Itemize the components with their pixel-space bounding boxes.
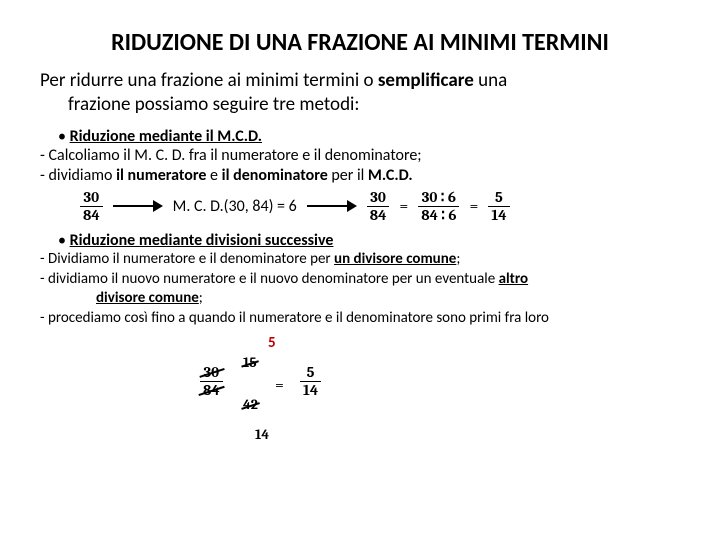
struck-42: 42	[243, 396, 258, 413]
method2-line1: - Dividiamo il numeratore e il denominat…	[40, 250, 680, 270]
equals: =	[469, 197, 478, 215]
m2l1a: - Dividiamo il numeratore e il denominat…	[40, 250, 334, 268]
method2-line3: - procediamo così fino a quando il numer…	[40, 309, 680, 329]
method1-heading: • Riduzione mediante il M.C.D.	[40, 127, 680, 146]
method2-heading: • Riduzione mediante divisioni successiv…	[40, 231, 680, 250]
intro-part2: una	[474, 69, 507, 92]
frac2-den: 84 ∶ 6	[418, 206, 459, 224]
frac1-num: 30	[81, 189, 103, 206]
mcd-text: M. C. D.(30, 84) = 6	[173, 197, 297, 216]
method2-title: Riduzione mediante divisioni successive	[70, 231, 334, 250]
m1l2a: - dividiamo	[40, 166, 116, 185]
method1-line1: - Calcoliamo il M. C. D. fra il numerato…	[40, 146, 680, 167]
red-five: 5	[268, 334, 276, 352]
method1-line2: - dividiamo il numeratore e il denominat…	[40, 166, 680, 187]
bullet-icon: •	[58, 231, 70, 250]
method1-title: Riduzione mediante il M.C.D.	[70, 127, 262, 146]
method2-line2: - dividiamo il nuovo numeratore e il nuo…	[40, 270, 680, 290]
m1l2f: M.C.D.	[368, 166, 413, 185]
fraction-right: 5 14	[300, 364, 321, 398]
m2l2c: divisore comune	[96, 289, 199, 307]
equals: =	[399, 197, 408, 215]
frac1b-den: 84	[367, 206, 390, 224]
m2l1c: ;	[456, 250, 460, 268]
method2-math: 5 15 30 84 42 14 = 5 14	[40, 334, 680, 454]
fraction-1: 30 84	[80, 189, 103, 223]
m2l2d: ;	[199, 289, 203, 307]
m1l2d: il denominatore	[222, 166, 328, 185]
fracR-num: 5	[304, 364, 318, 381]
fraction-2: 30 ∶ 6 84 ∶ 6	[418, 189, 459, 223]
page-title: RIDUZIONE DI UNA FRAZIONE AI MINIMI TERM…	[40, 28, 680, 57]
equals: =	[275, 376, 284, 394]
fracR-den: 14	[300, 381, 321, 399]
intro-bold: semplificare	[378, 69, 474, 92]
m1l2e: per il	[328, 166, 368, 185]
arrow-icon	[113, 201, 163, 211]
struck-30: 30	[201, 364, 223, 381]
fraction-1b: 30 84	[367, 189, 390, 223]
frac1b-num: 30	[367, 189, 389, 206]
bullet-icon: •	[58, 127, 70, 146]
m2l2b: altro	[499, 270, 529, 288]
frac2-num: 30 ∶ 6	[419, 189, 459, 206]
struck-84: 84	[200, 381, 223, 399]
intro-text: Per ridurre una frazione ai minimi termi…	[40, 69, 680, 117]
struck-15: 15	[243, 354, 257, 371]
method2-line2b: divisore comune;	[40, 289, 680, 309]
m2l2a: - dividiamo il nuovo numeratore e il nuo…	[40, 270, 499, 288]
method1-math: 30 84 M. C. D.(30, 84) = 6 30 84 = 30 ∶ …	[40, 189, 680, 223]
num-14: 14	[255, 426, 269, 443]
m1l2b: il numeratore	[116, 166, 206, 185]
frac3-den: 14	[488, 206, 509, 224]
frac1-den: 84	[80, 206, 103, 224]
frac3-num: 5	[492, 189, 506, 206]
intro-line2: frazione possiamo seguire tre metodi:	[40, 93, 680, 117]
m2l1b: un divisore comune	[334, 250, 456, 268]
arrow-icon	[307, 201, 357, 211]
intro-part1: Per ridurre una frazione ai minimi termi…	[40, 69, 378, 92]
m1l2c: e	[206, 166, 221, 185]
fraction-left: 30 84	[200, 364, 223, 398]
fraction-3: 5 14	[488, 189, 509, 223]
